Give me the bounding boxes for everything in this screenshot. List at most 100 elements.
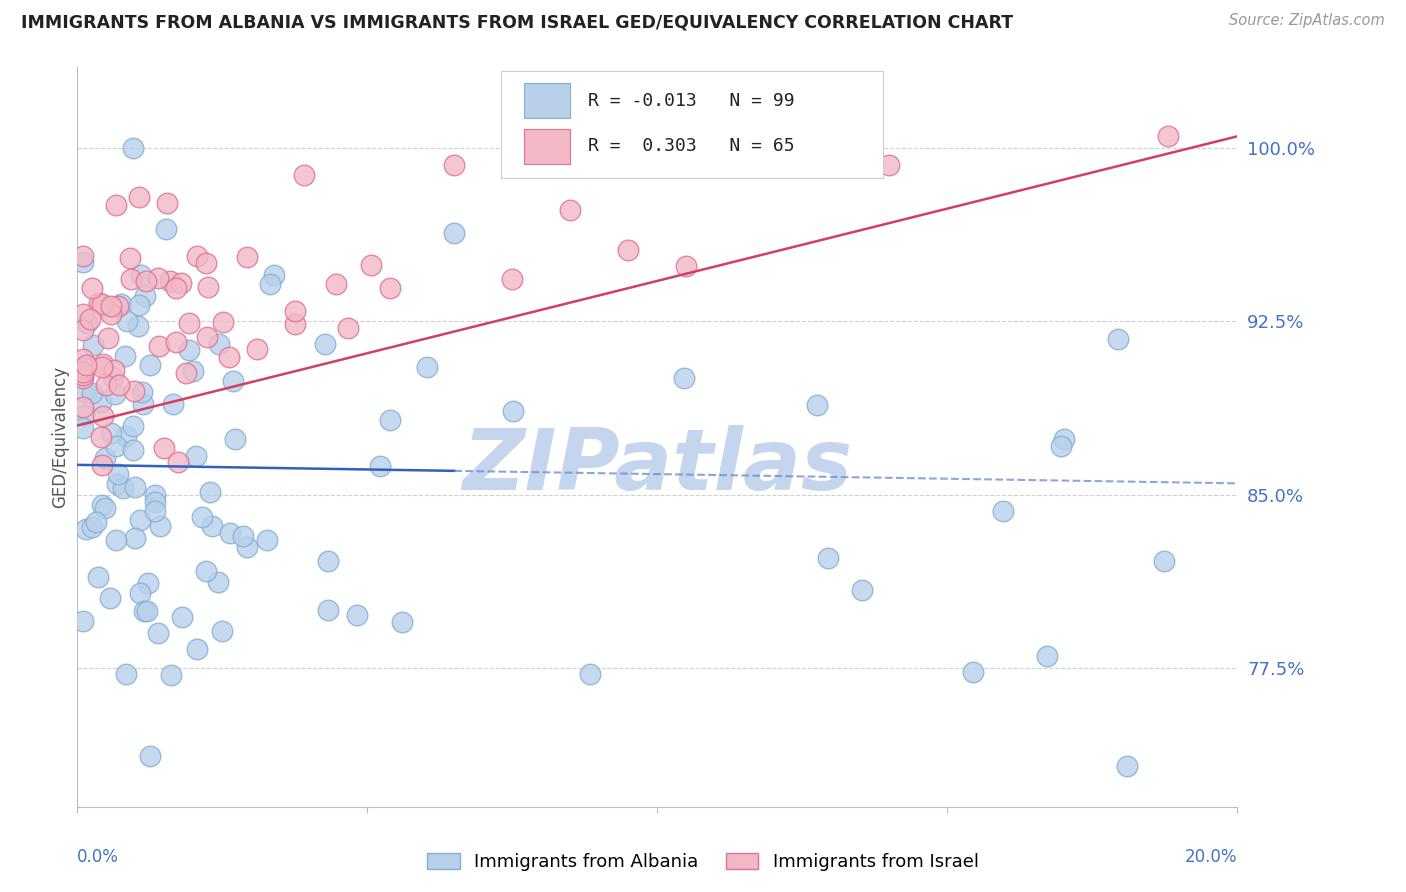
Point [128,189,150,203]
Point [100,425,122,440]
Point [337,320,360,334]
Point [91,296,114,310]
Point [111,482,134,496]
FancyBboxPatch shape [524,83,571,119]
Y-axis label: GED/Equivalency: GED/Equivalency [51,366,69,508]
Point [162,397,184,411]
Point [104,533,127,547]
Point [91,409,114,423]
Point [127,319,149,334]
Point [80,281,103,295]
Point [806,399,828,413]
Point [124,480,146,494]
Point [159,274,181,288]
Point [134,289,156,303]
Point [235,250,257,264]
Point [104,439,127,453]
Point [139,358,162,372]
Point [135,274,157,288]
Point [117,314,139,328]
Point [90,395,112,409]
Point [502,404,524,418]
Text: IMMIGRANTS FROM ALBANIA VS IMMIGRANTS FROM ISRAEL GED/EQUIVALENCY CORRELATION CH: IMMIGRANTS FROM ALBANIA VS IMMIGRANTS FR… [21,13,1014,31]
Point [107,467,129,481]
Point [877,158,901,172]
Point [132,604,155,618]
Point [98,591,121,605]
Point [208,337,231,351]
Point [1052,432,1074,446]
Point [212,315,235,329]
Point [190,510,212,524]
Point [284,317,307,331]
Point [79,312,101,326]
Point [87,296,110,310]
Point [155,196,177,211]
Point [94,377,117,392]
Point [108,377,131,392]
Point [186,641,208,656]
Text: ZIPatlas: ZIPatlas [463,425,852,508]
Point [72,614,94,628]
Point [104,386,127,401]
Point [314,336,336,351]
Point [105,477,128,491]
Point [84,515,107,529]
Point [72,370,94,384]
Text: R = -0.013   N = 99: R = -0.013 N = 99 [588,92,794,110]
Point [851,583,873,598]
Point [72,421,94,435]
Point [222,375,245,389]
FancyBboxPatch shape [524,128,571,164]
Point [136,576,159,591]
Point [443,226,465,240]
Point [72,249,94,263]
Point [94,501,117,516]
Point [107,299,129,313]
Point [124,531,146,545]
Point [391,615,413,629]
Point [100,300,122,314]
Point [114,349,136,363]
Point [146,270,169,285]
Point [97,331,120,345]
Point [103,363,125,377]
Point [380,413,402,427]
Point [174,367,197,381]
Point [75,385,97,400]
Point [80,386,103,401]
Point [91,498,114,512]
Point [122,384,145,398]
Point [179,343,201,357]
Point [443,158,465,172]
Point [195,256,218,270]
Point [129,512,152,526]
Point [1050,439,1073,453]
Point [110,297,132,311]
Point [560,203,582,218]
Point [143,488,166,502]
Point [122,141,145,155]
Point [292,169,315,183]
Point [118,252,141,266]
Point [148,339,170,353]
Point [155,222,177,236]
Point [76,316,98,330]
Point [120,272,142,286]
Point [149,519,172,533]
Point [146,626,169,640]
Point [224,433,246,447]
Point [72,255,94,269]
Point [93,450,115,465]
Point [72,401,94,415]
Point [817,550,839,565]
Point [73,409,96,423]
Point [316,554,339,568]
Point [186,249,208,263]
Text: Source: ZipAtlas.com: Source: ZipAtlas.com [1229,13,1385,29]
Point [1115,758,1137,772]
Point [82,520,104,534]
Point [87,570,110,584]
Point [115,428,138,442]
Point [325,277,347,292]
